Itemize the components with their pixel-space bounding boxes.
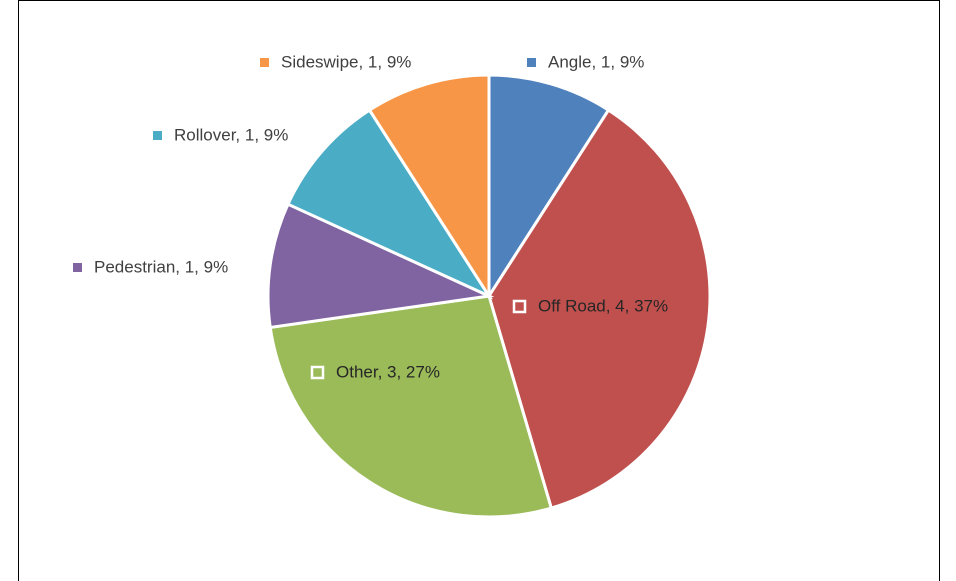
label-marker [260,58,269,67]
label-marker [527,58,536,67]
label-marker [512,299,527,314]
pie-slice [487,108,712,510]
pie-slice [268,294,554,519]
data-label: Other, 3, 27% [336,362,440,381]
label-marker [73,263,82,272]
label-marker [153,131,162,140]
pie-slice [487,73,611,302]
data-label: Pedestrian, 1, 9% [94,257,228,276]
pie-slice [367,73,491,302]
data-label: Sideswipe, 1, 9% [281,52,411,71]
data-label: Rollover, 1, 9% [174,125,288,144]
data-label: Angle, 1, 9% [548,52,644,71]
pie-slice [285,108,494,300]
data-label: Off Road, 4, 37% [538,296,668,315]
label-marker [310,365,325,380]
pie-slice [266,202,495,330]
